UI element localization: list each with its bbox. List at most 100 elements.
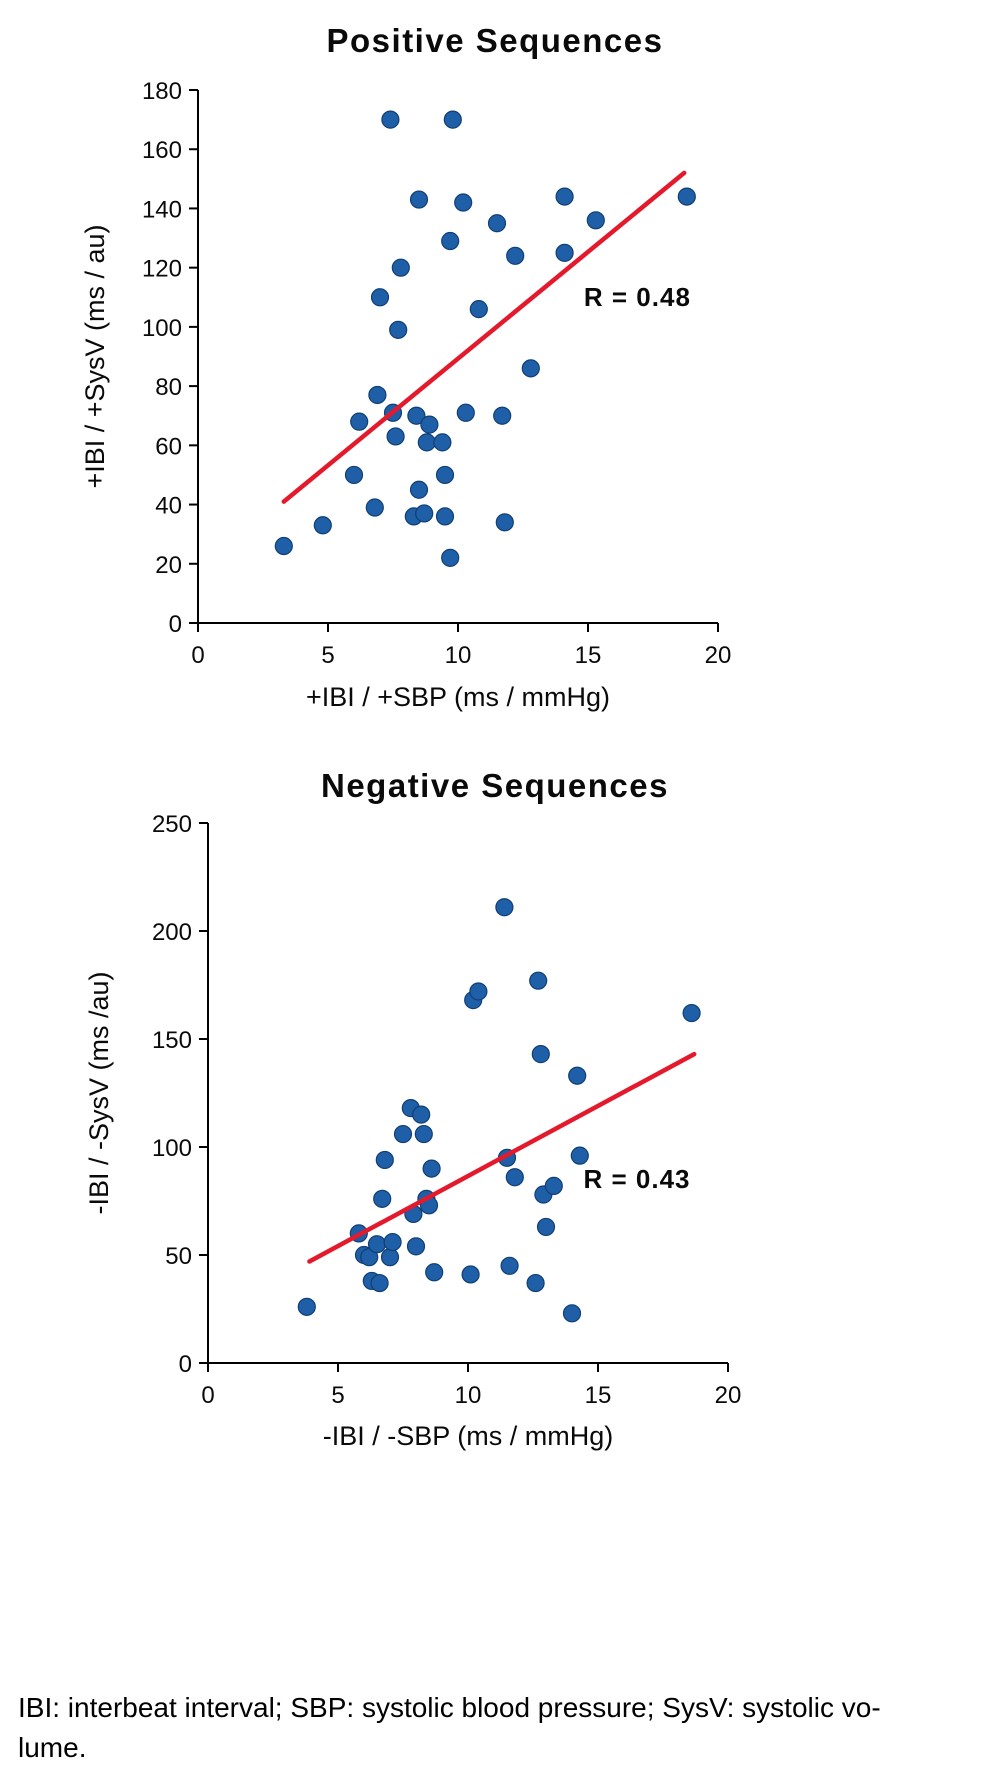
data-point — [313, 516, 332, 535]
data-point — [562, 1304, 582, 1323]
data-point — [367, 1235, 387, 1254]
x-tick-label: 5 — [331, 1382, 344, 1409]
data-point — [425, 1263, 444, 1282]
data-point — [586, 211, 605, 230]
y-tick-label: 80 — [155, 374, 182, 401]
x-tick-label: 10 — [445, 642, 472, 669]
caption-line-1: IBI: interbeat interval; SBP: systolic b… — [18, 1692, 881, 1723]
data-point — [417, 433, 436, 452]
chart-title: Negative Sequences — [321, 767, 669, 804]
data-point — [375, 1150, 394, 1170]
data-point — [443, 110, 462, 129]
data-point — [435, 507, 455, 526]
y-tick-label: 20 — [155, 552, 182, 579]
data-point — [412, 1105, 431, 1124]
y-axis-label: +IBI / +SysV (ms / au) — [80, 224, 110, 488]
trend-line — [281, 170, 687, 504]
data-point — [373, 1189, 392, 1208]
correlation-label: R = 0.43 — [583, 1164, 690, 1194]
data-point — [393, 1124, 413, 1144]
data-point — [433, 433, 452, 452]
figure-caption: IBI: interbeat interval; SBP: systolic b… — [18, 1688, 980, 1768]
x-tick-label: 20 — [705, 642, 732, 669]
data-point — [435, 465, 455, 485]
x-tick-label: 5 — [321, 642, 334, 669]
data-point — [441, 231, 460, 251]
data-point — [555, 243, 574, 262]
caption-line-2: lume. — [18, 1732, 87, 1763]
data-point — [500, 1256, 519, 1275]
data-point — [422, 1159, 441, 1178]
data-point — [370, 288, 390, 307]
data-point — [386, 427, 405, 446]
y-tick-label: 0 — [179, 1351, 192, 1378]
data-point — [414, 1124, 433, 1144]
x-tick-label: 15 — [585, 1382, 612, 1409]
data-point — [420, 415, 439, 434]
y-tick-label: 200 — [152, 919, 192, 946]
data-point — [505, 1168, 524, 1187]
x-tick-label: 0 — [201, 1382, 214, 1409]
y-tick-label: 120 — [142, 256, 182, 283]
data-point — [389, 320, 408, 339]
trend-line — [307, 1051, 697, 1264]
y-tick-label: 50 — [165, 1243, 192, 1270]
data-point — [454, 193, 473, 212]
data-point — [469, 982, 488, 1001]
y-tick-label: 140 — [142, 196, 182, 223]
data-point — [526, 1273, 545, 1293]
x-axis-label: +IBI / +SBP (ms / mmHg) — [306, 682, 610, 712]
data-point — [469, 300, 488, 319]
y-tick-label: 180 — [142, 78, 182, 105]
data-point — [383, 1232, 402, 1252]
data-point — [531, 1045, 550, 1064]
data-point — [529, 971, 548, 990]
y-axis-label: -IBI / -SysV (ms /au) — [84, 971, 114, 1214]
x-tick-label: 15 — [575, 642, 602, 669]
y-tick-label: 40 — [155, 493, 182, 520]
data-point — [274, 536, 293, 556]
data-point — [409, 190, 429, 209]
data-point — [536, 1217, 556, 1237]
positive-sequences-plot: Positive Sequences0204060801001201401601… — [80, 22, 732, 712]
data-point — [506, 246, 525, 265]
x-tick-label: 0 — [191, 642, 204, 669]
y-tick-label: 150 — [152, 1027, 192, 1054]
data-point — [441, 548, 460, 567]
data-point — [406, 1237, 426, 1256]
x-tick-label: 20 — [715, 1382, 742, 1409]
data-point — [456, 403, 475, 422]
x-axis-label: -IBI / -SBP (ms / mmHg) — [323, 1421, 614, 1451]
data-point — [380, 1248, 400, 1267]
data-point — [297, 1297, 316, 1316]
negative-sequences-plot: Negative Sequences 0 50 100 150 200 250 0 5 10 15 2… — [84, 767, 742, 1451]
data-point — [493, 406, 512, 425]
y-tick-label: 60 — [155, 433, 182, 460]
data-point — [568, 1066, 587, 1085]
data-point — [409, 480, 429, 499]
data-point — [381, 110, 400, 129]
data-point — [415, 504, 434, 523]
y-tick-label: 100 — [142, 315, 182, 342]
y-tick-label: 0 — [169, 611, 182, 638]
data-point — [368, 385, 387, 405]
data-point — [495, 898, 514, 917]
data-point — [461, 1265, 480, 1284]
data-point — [677, 187, 696, 206]
y-tick-label: 160 — [142, 137, 182, 164]
data-point — [495, 513, 514, 532]
data-point — [391, 258, 410, 277]
x-tick-label: 10 — [455, 1382, 482, 1409]
data-point — [365, 498, 384, 517]
correlation-label: R = 0.48 — [584, 282, 691, 312]
y-tick-label: 250 — [152, 811, 192, 838]
chart-title: Positive Sequences — [327, 22, 664, 59]
data-point — [521, 359, 540, 378]
data-point — [570, 1146, 589, 1165]
data-point — [487, 214, 507, 233]
data-point — [544, 1176, 563, 1195]
data-point — [682, 1003, 701, 1023]
data-point — [350, 412, 369, 431]
data-point — [555, 187, 574, 206]
